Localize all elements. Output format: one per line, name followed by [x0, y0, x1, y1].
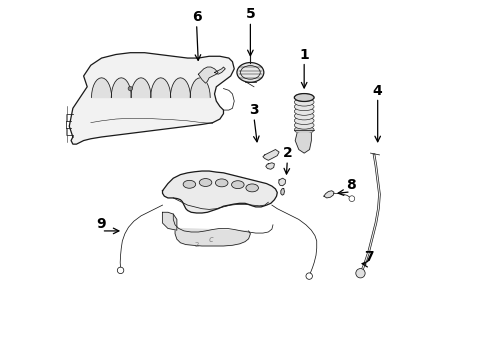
Ellipse shape	[294, 103, 314, 111]
Polygon shape	[198, 67, 218, 83]
Polygon shape	[263, 149, 279, 160]
Polygon shape	[151, 78, 171, 98]
Ellipse shape	[294, 126, 314, 134]
Polygon shape	[111, 78, 131, 98]
Polygon shape	[190, 78, 210, 98]
Circle shape	[356, 269, 365, 278]
Polygon shape	[92, 78, 112, 98]
Ellipse shape	[216, 179, 228, 187]
Polygon shape	[324, 191, 334, 198]
Text: 3: 3	[249, 103, 259, 117]
Text: 2: 2	[282, 146, 292, 160]
Text: 5: 5	[245, 8, 255, 22]
Circle shape	[117, 267, 124, 274]
Ellipse shape	[237, 63, 264, 82]
Text: 8: 8	[346, 178, 356, 192]
Ellipse shape	[294, 121, 314, 129]
Text: c: c	[209, 235, 213, 244]
Ellipse shape	[246, 184, 258, 192]
Circle shape	[128, 86, 132, 91]
Polygon shape	[163, 171, 277, 213]
Polygon shape	[266, 163, 274, 169]
Ellipse shape	[294, 94, 314, 102]
Text: 4: 4	[373, 84, 383, 98]
Ellipse shape	[294, 112, 314, 120]
Polygon shape	[171, 78, 191, 98]
Ellipse shape	[183, 180, 196, 188]
Text: 2: 2	[195, 242, 199, 248]
Text: 1: 1	[299, 48, 309, 62]
Polygon shape	[69, 53, 234, 144]
Ellipse shape	[294, 98, 314, 106]
Polygon shape	[295, 134, 311, 153]
Polygon shape	[279, 178, 286, 186]
Ellipse shape	[294, 117, 314, 125]
Circle shape	[306, 273, 313, 279]
Polygon shape	[281, 189, 285, 195]
Ellipse shape	[294, 94, 314, 102]
Text: 9: 9	[97, 217, 106, 231]
Polygon shape	[163, 212, 177, 230]
Text: 6: 6	[192, 10, 201, 24]
Ellipse shape	[199, 179, 212, 186]
Ellipse shape	[294, 107, 314, 115]
Circle shape	[349, 196, 355, 202]
Polygon shape	[175, 228, 250, 246]
Polygon shape	[131, 78, 151, 98]
Ellipse shape	[232, 181, 244, 189]
Text: 7: 7	[364, 250, 373, 264]
Polygon shape	[215, 67, 225, 74]
